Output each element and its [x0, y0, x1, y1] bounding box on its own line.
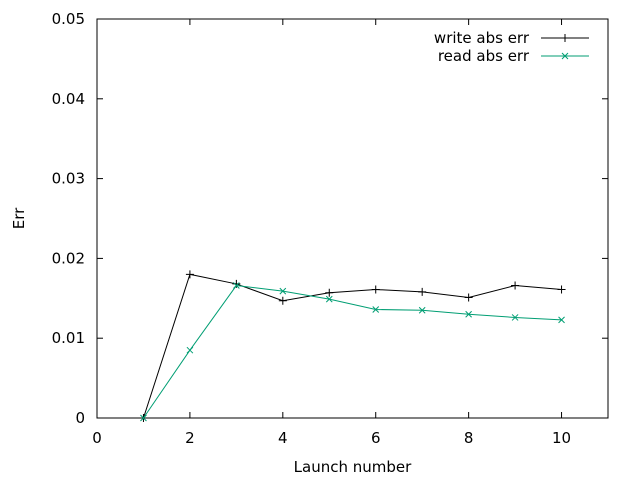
data-point [371, 285, 380, 294]
data-point [464, 293, 473, 302]
series-line [143, 285, 562, 419]
data-point [186, 346, 194, 354]
series-write-abs-err [139, 270, 566, 422]
data-point [140, 414, 147, 422]
data-point [557, 285, 566, 294]
series-layer [139, 270, 566, 422]
data-point [465, 310, 472, 318]
legend-swatch-marker [561, 34, 569, 42]
data-point [232, 279, 241, 288]
series-read-abs-err [140, 282, 565, 422]
x-tick-label: 6 [371, 429, 381, 447]
y-tick-label: 0 [75, 409, 85, 427]
data-point [372, 306, 380, 313]
x-tick-label: 2 [185, 429, 195, 447]
x-tick-label: 0 [92, 429, 102, 447]
data-point [325, 288, 334, 297]
x-tick-label: 10 [552, 429, 571, 447]
data-point [418, 287, 427, 296]
series-line [142, 273, 562, 419]
y-tick-label: 0.02 [52, 249, 85, 267]
legend-label: write abs err [434, 29, 530, 47]
data-point [233, 282, 240, 289]
legend-swatch-marker [561, 52, 569, 60]
x-axis-label: Launch number [294, 458, 412, 476]
y-tick-label: 0.01 [52, 329, 85, 347]
plot-frame [96, 18, 609, 419]
x-axis-ticks: 0 2 4 6 8 10 [92, 19, 571, 447]
y-tick-label: 0.03 [52, 170, 85, 188]
y-tick-label: 0.04 [52, 90, 85, 108]
data-point [511, 281, 520, 290]
x-tick-label: 8 [464, 429, 474, 447]
data-point [418, 306, 426, 314]
x-tick-label: 4 [278, 429, 288, 447]
data-point [558, 316, 565, 324]
legend-label: read abs err [438, 47, 530, 65]
data-point [278, 296, 287, 305]
y-axis-label: Err [10, 207, 28, 229]
data-point [511, 314, 519, 321]
data-point [185, 270, 194, 279]
data-point [279, 287, 287, 295]
y-tick-label: 0.05 [52, 10, 85, 28]
y-axis-ticks: 0 0.01 0.02 0.03 0.04 0.05 [52, 10, 608, 427]
data-point [325, 295, 333, 303]
